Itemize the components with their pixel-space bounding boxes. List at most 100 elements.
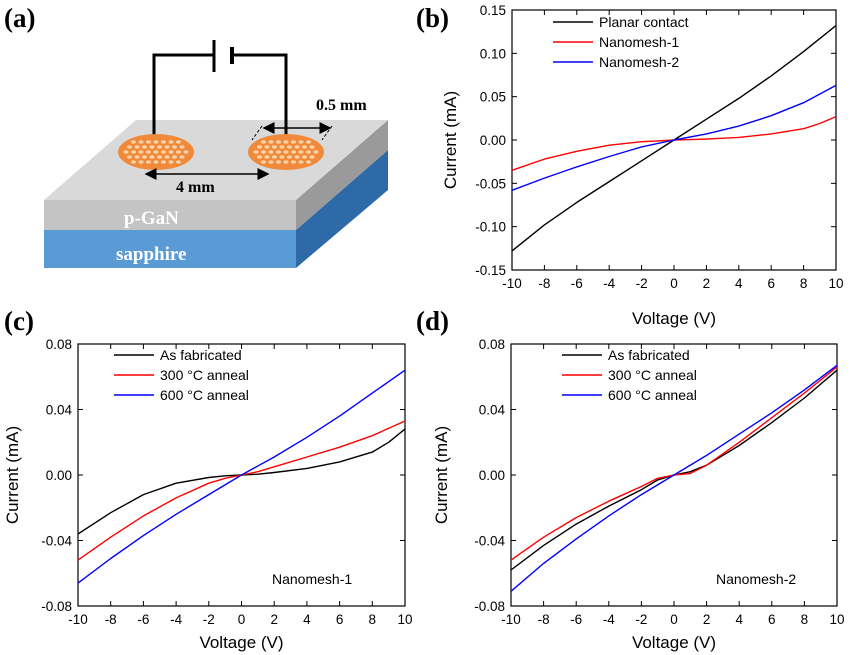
layer-label-pgan: p-GaN <box>124 208 179 229</box>
x-axis-title: Voltage (V) <box>632 633 716 652</box>
x-tick-label: -10 <box>501 612 521 627</box>
nanomesh-hole <box>298 160 304 164</box>
nanomesh-hole <box>283 150 289 154</box>
nanomesh-hole <box>130 150 137 154</box>
x-tick-label: 0 <box>238 612 246 627</box>
electrode-right <box>248 134 324 170</box>
panel-label-d: (d) <box>416 306 449 336</box>
nanomesh-hole <box>305 140 312 144</box>
x-tick-label: 6 <box>768 612 776 627</box>
x-tick-label: 10 <box>397 612 412 627</box>
legend-label: Planar contact <box>599 14 689 30</box>
sapphire-layer-front <box>44 230 296 268</box>
x-axis-title: Voltage (V) <box>199 633 283 652</box>
y-tick-label: 0.04 <box>479 403 506 418</box>
nanomesh-hole <box>286 145 293 149</box>
y-tick-label: -0.08 <box>41 599 72 614</box>
nanomesh-hole <box>179 155 185 159</box>
nanomesh-hole <box>260 150 267 154</box>
nanomesh-hole <box>264 145 270 149</box>
circuit-wires <box>152 40 288 140</box>
x-tick-label: 0 <box>670 276 678 291</box>
nanomesh-hole <box>294 155 300 159</box>
nanomesh-hole <box>123 150 129 154</box>
x-tick-label: -10 <box>502 276 522 291</box>
panel-label-b: (b) <box>416 3 449 33</box>
nanomesh-hole <box>298 150 304 154</box>
nanomesh-hole <box>126 155 133 159</box>
y-tick-label: 0.00 <box>479 468 505 483</box>
nanomesh-hole <box>298 140 304 144</box>
y-tick-label: -0.04 <box>474 534 505 549</box>
nanomesh-hole <box>290 160 297 164</box>
chart-panel-d: -10 -8 -6 -4 -2 0 2 4 6 8 10 -0.08 -0.04 0.00 0.04 0.08… <box>432 337 845 652</box>
series-line-600-c-anneal <box>510 364 838 592</box>
nanomesh-hole <box>141 155 148 159</box>
nanomesh-hole <box>183 150 189 154</box>
legend-label: Nanomesh-2 <box>599 54 679 70</box>
y-tick-label: -0.04 <box>41 534 72 549</box>
nanomesh-hole <box>145 140 152 144</box>
x-tick-label: 10 <box>829 612 844 627</box>
x-tick-label: 4 <box>735 276 743 291</box>
nanomesh-hole <box>260 160 267 164</box>
dimension-electrode-width: 0.5 mm <box>251 97 367 141</box>
nanomesh-hole <box>138 160 144 164</box>
nanomesh-hole <box>275 140 282 144</box>
nanomesh-hole <box>275 160 282 164</box>
legend-label: As fabricated <box>160 347 242 363</box>
dim-gap-text: 4 mm <box>176 179 215 196</box>
nanomesh-hole <box>301 155 308 159</box>
gan-layer-front <box>44 200 296 230</box>
x-tick-label: -2 <box>635 612 647 627</box>
legend-label: 600 °C anneal <box>160 387 249 403</box>
x-tick-label: 0 <box>670 612 678 627</box>
x-tick-label: 8 <box>800 276 808 291</box>
nanomesh-hole <box>301 145 308 149</box>
legend-label: Nanomesh-1 <box>599 34 679 50</box>
x-tick-label: 2 <box>270 612 278 627</box>
nanomesh-hole <box>283 140 289 144</box>
x-tick-label: 4 <box>303 612 311 627</box>
dimension-electrode-gap: 4 mm <box>144 168 270 196</box>
nanomesh-hole <box>279 155 285 159</box>
nanomesh-hole <box>286 155 293 159</box>
x-tick-label: 2 <box>703 612 711 627</box>
nanomesh-hole <box>160 140 167 144</box>
nanomesh-hole <box>153 160 159 164</box>
nanomesh-hole <box>168 150 174 154</box>
x-tick-label: -2 <box>203 612 215 627</box>
x-tick-label: 2 <box>703 276 711 291</box>
x-tick-label: -8 <box>538 276 550 291</box>
series-line-nanomesh-2 <box>511 84 837 191</box>
layer-label-sapphire: sapphire <box>116 244 186 265</box>
nanomesh-hole <box>175 140 182 144</box>
nanomesh-hole <box>160 160 167 164</box>
series-line-nanomesh-1 <box>511 115 837 171</box>
nanomesh-hole <box>171 145 178 149</box>
series-line-600-c-anneal <box>77 369 406 584</box>
nanomesh-hole <box>134 155 140 159</box>
x-tick-label: -2 <box>636 276 648 291</box>
legend-label: 300 °C anneal <box>608 367 697 383</box>
x-tick-label: 6 <box>767 276 775 291</box>
nanomesh-hole <box>138 140 144 144</box>
nanomesh-hole <box>268 160 274 164</box>
nanomesh-hole <box>283 160 289 164</box>
y-tick-label: -0.05 <box>475 176 506 191</box>
nanomesh-hole <box>264 155 270 159</box>
y-tick-label: 0.05 <box>480 90 506 105</box>
nanomesh-hole <box>153 150 159 154</box>
series-line-300-c-anneal <box>77 420 406 561</box>
nanomesh-hole <box>156 155 163 159</box>
y-tick-label: 0.08 <box>479 337 505 352</box>
nanomesh-hole <box>153 140 159 144</box>
nanomesh-hole <box>156 145 163 149</box>
nanomesh-hole <box>141 145 148 149</box>
nanomesh-hole <box>260 140 267 144</box>
panel-label-c: (c) <box>4 306 34 336</box>
x-tick-label: 10 <box>828 276 843 291</box>
nanomesh-hole <box>279 145 285 149</box>
nanomesh-hole <box>305 160 312 164</box>
nanomesh-hole <box>275 150 282 154</box>
